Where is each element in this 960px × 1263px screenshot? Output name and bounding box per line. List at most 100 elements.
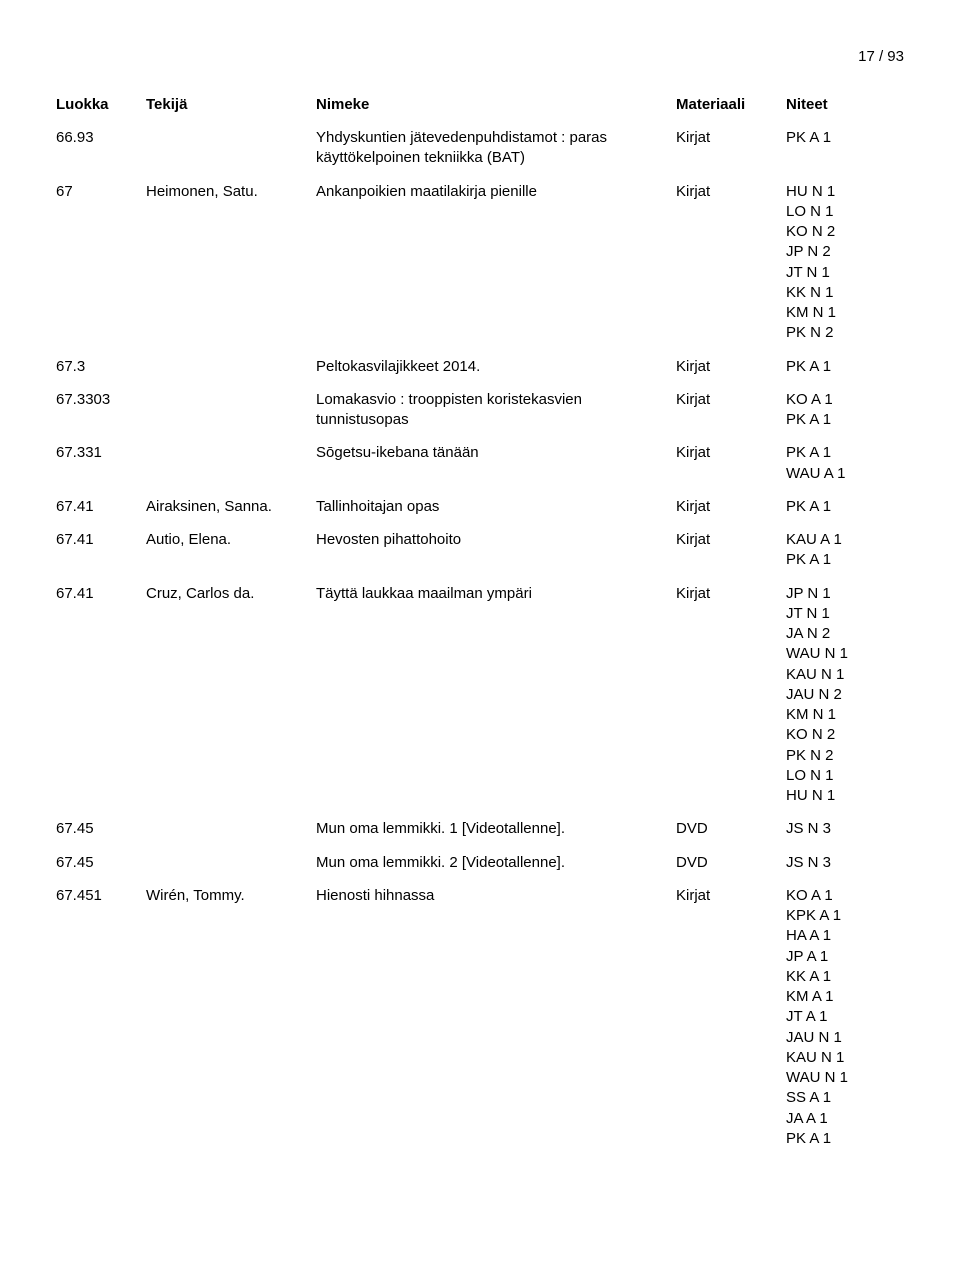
niteet-code: PK A 1 [786, 497, 898, 517]
niteet-code: KAU N 1 [786, 1048, 898, 1068]
col-tekija: Tekijä [146, 93, 316, 125]
niteet-code: KAU A 1 [786, 530, 898, 550]
table-row: 67.45 Mun oma lemmikki. 2 [Videotallenne]… [56, 850, 904, 883]
col-nimeke: Nimeke [316, 93, 676, 125]
niteet-code: KO N 2 [786, 222, 898, 242]
col-niteet: Niteet [786, 93, 904, 125]
niteet-code: KK N 1 [786, 283, 898, 303]
cell-luokka: 67.331 [56, 440, 146, 494]
cell-luokka: 67.41 [56, 527, 146, 581]
cell-materiaali: Kirjat [676, 883, 786, 1159]
col-luokka: Luokka [56, 93, 146, 125]
cell-niteet: HU N 1LO N 1KO N 2JP N 2JT N 1KK N 1KM N… [786, 179, 904, 354]
table-row: 67.45 Mun oma lemmikki. 1 [Videotallenne]… [56, 816, 904, 849]
niteet-code: JT N 1 [786, 263, 898, 283]
niteet-code: PK A 1 [786, 128, 898, 148]
niteet-code: JAU N 1 [786, 1028, 898, 1048]
catalog-table: Luokka Tekijä Nimeke Materiaali Niteet 6… [56, 93, 904, 1159]
niteet-code: PK A 1 [786, 410, 898, 430]
cell-tekija: Wirén, Tommy. [146, 883, 316, 1159]
cell-nimeke: Tallinhoitajan opas [316, 494, 676, 527]
niteet-code: KO A 1 [786, 390, 898, 410]
table-row: 67.451Wirén, Tommy.Hienosti hihnassaKirj… [56, 883, 904, 1159]
niteet-code: JS N 3 [786, 819, 898, 839]
cell-nimeke: Peltokasvilajikkeet 2014. [316, 354, 676, 387]
cell-materiaali: Kirjat [676, 527, 786, 581]
table-row: 67.3303 Lomakasvio : trooppisten koristek… [56, 387, 904, 441]
niteet-code: PK N 2 [786, 746, 898, 766]
niteet-code: SS A 1 [786, 1088, 898, 1108]
cell-materiaali: Kirjat [676, 494, 786, 527]
niteet-code: KM N 1 [786, 705, 898, 725]
niteet-code: KO N 2 [786, 725, 898, 745]
niteet-code: HU N 1 [786, 182, 898, 202]
cell-tekija [146, 125, 316, 179]
table-row: 67.3Peltokasvilajikkeet 2014.KirjatPK A … [56, 354, 904, 387]
niteet-code: JA N 2 [786, 624, 898, 644]
cell-niteet: PK A 1 [786, 354, 904, 387]
table-row: 67.41Cruz, Carlos da.Täyttä laukkaa maai… [56, 581, 904, 817]
cell-niteet: KO A 1PK A 1 [786, 387, 904, 441]
niteet-code: KM N 1 [786, 303, 898, 323]
cell-luokka: 67.45 [56, 816, 146, 849]
cell-nimeke: Mun oma lemmikki. 1 [Videotallenne]. [316, 816, 676, 849]
cell-nimeke: Täyttä laukkaa maailman ympäri [316, 581, 676, 817]
table-body: 66.93Yhdyskuntien jätevedenpuhdistamot :… [56, 125, 904, 1159]
niteet-code: PK A 1 [786, 357, 898, 377]
cell-materiaali: Kirjat [676, 581, 786, 817]
cell-tekija: Cruz, Carlos da. [146, 581, 316, 817]
cell-tekija [146, 387, 316, 441]
cell-materiaali: DVD [676, 816, 786, 849]
table-header-row: Luokka Tekijä Nimeke Materiaali Niteet [56, 93, 904, 125]
cell-materiaali: Kirjat [676, 179, 786, 354]
cell-tekija [146, 440, 316, 494]
cell-tekija [146, 816, 316, 849]
niteet-code: LO N 1 [786, 202, 898, 222]
cell-niteet: PK A 1 [786, 494, 904, 527]
cell-luokka: 67.41 [56, 581, 146, 817]
niteet-code: HU N 1 [786, 786, 898, 806]
niteet-code: LO N 1 [786, 766, 898, 786]
cell-nimeke: Ankanpoikien maatilakirja pienille [316, 179, 676, 354]
cell-tekija [146, 354, 316, 387]
cell-niteet: PK A 1WAU A 1 [786, 440, 904, 494]
niteet-code: JP N 2 [786, 242, 898, 262]
cell-nimeke: Mun oma lemmikki. 2 [Videotallenne]. [316, 850, 676, 883]
cell-luokka: 67.45 [56, 850, 146, 883]
niteet-code: PK A 1 [786, 443, 898, 463]
cell-niteet: KO A 1KPK A 1HA A 1JP A 1KK A 1KM A 1JT … [786, 883, 904, 1159]
niteet-code: JA A 1 [786, 1109, 898, 1129]
niteet-code: PK N 2 [786, 323, 898, 343]
table-row: 66.93Yhdyskuntien jätevedenpuhdistamot :… [56, 125, 904, 179]
cell-niteet: KAU A 1PK A 1 [786, 527, 904, 581]
niteet-code: PK A 1 [786, 550, 898, 570]
table-row: 67.41Airaksinen, Sanna.Tallinhoitajan op… [56, 494, 904, 527]
cell-tekija: Airaksinen, Sanna. [146, 494, 316, 527]
cell-nimeke: Hienosti hihnassa [316, 883, 676, 1159]
cell-luokka: 67.3303 [56, 387, 146, 441]
cell-tekija: Heimonen, Satu. [146, 179, 316, 354]
cell-tekija: Autio, Elena. [146, 527, 316, 581]
table-row: 67.41Autio, Elena.Hevosten pihattohoitoK… [56, 527, 904, 581]
cell-luokka: 67.41 [56, 494, 146, 527]
cell-materiaali: Kirjat [676, 354, 786, 387]
niteet-code: WAU N 1 [786, 644, 898, 664]
niteet-code: JAU N 2 [786, 685, 898, 705]
cell-materiaali: DVD [676, 850, 786, 883]
cell-niteet: PK A 1 [786, 125, 904, 179]
col-materiaali: Materiaali [676, 93, 786, 125]
cell-niteet: JS N 3 [786, 816, 904, 849]
cell-nimeke: Lomakasvio : trooppisten koristekasvien … [316, 387, 676, 441]
table-row: 67.331Sōgetsu-ikebana tänäänKirjatPK A 1… [56, 440, 904, 494]
niteet-code: KK A 1 [786, 967, 898, 987]
niteet-code: KM A 1 [786, 987, 898, 1007]
page-number: 17 / 93 [56, 48, 904, 65]
cell-tekija [146, 850, 316, 883]
niteet-code: KPK A 1 [786, 906, 898, 926]
niteet-code: JT N 1 [786, 604, 898, 624]
niteet-code: KAU N 1 [786, 665, 898, 685]
cell-materiaali: Kirjat [676, 440, 786, 494]
niteet-code: KO A 1 [786, 886, 898, 906]
niteet-code: WAU A 1 [786, 464, 898, 484]
niteet-code: JP N 1 [786, 584, 898, 604]
